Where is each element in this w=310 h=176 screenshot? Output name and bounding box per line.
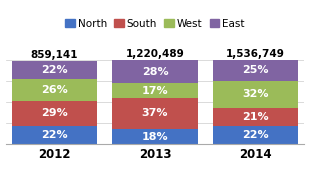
- Text: 18%: 18%: [142, 132, 168, 142]
- Text: 22%: 22%: [41, 130, 68, 140]
- Bar: [12, 61, 97, 79]
- Bar: [12, 101, 97, 126]
- Bar: [213, 108, 298, 126]
- Bar: [112, 98, 198, 129]
- Text: 28%: 28%: [142, 67, 168, 77]
- Bar: [112, 60, 198, 83]
- Text: 22%: 22%: [41, 65, 68, 75]
- Text: 22%: 22%: [242, 130, 269, 140]
- Text: 37%: 37%: [142, 108, 168, 118]
- Bar: [12, 126, 97, 144]
- Bar: [213, 126, 298, 144]
- Text: 29%: 29%: [41, 108, 68, 118]
- Text: 17%: 17%: [142, 86, 168, 96]
- Bar: [12, 79, 97, 101]
- Text: 1,536,749: 1,536,749: [226, 49, 285, 59]
- Text: 26%: 26%: [41, 85, 68, 95]
- Bar: [112, 83, 198, 98]
- Bar: [213, 60, 298, 81]
- Bar: [112, 129, 198, 144]
- Text: 21%: 21%: [242, 112, 269, 122]
- Text: 32%: 32%: [242, 89, 269, 99]
- Text: 25%: 25%: [242, 65, 269, 75]
- Text: 1,220,489: 1,220,489: [126, 49, 184, 59]
- Text: 859,141: 859,141: [31, 50, 78, 60]
- Bar: [213, 81, 298, 108]
- Legend: North, South, West, East: North, South, West, East: [61, 14, 249, 33]
